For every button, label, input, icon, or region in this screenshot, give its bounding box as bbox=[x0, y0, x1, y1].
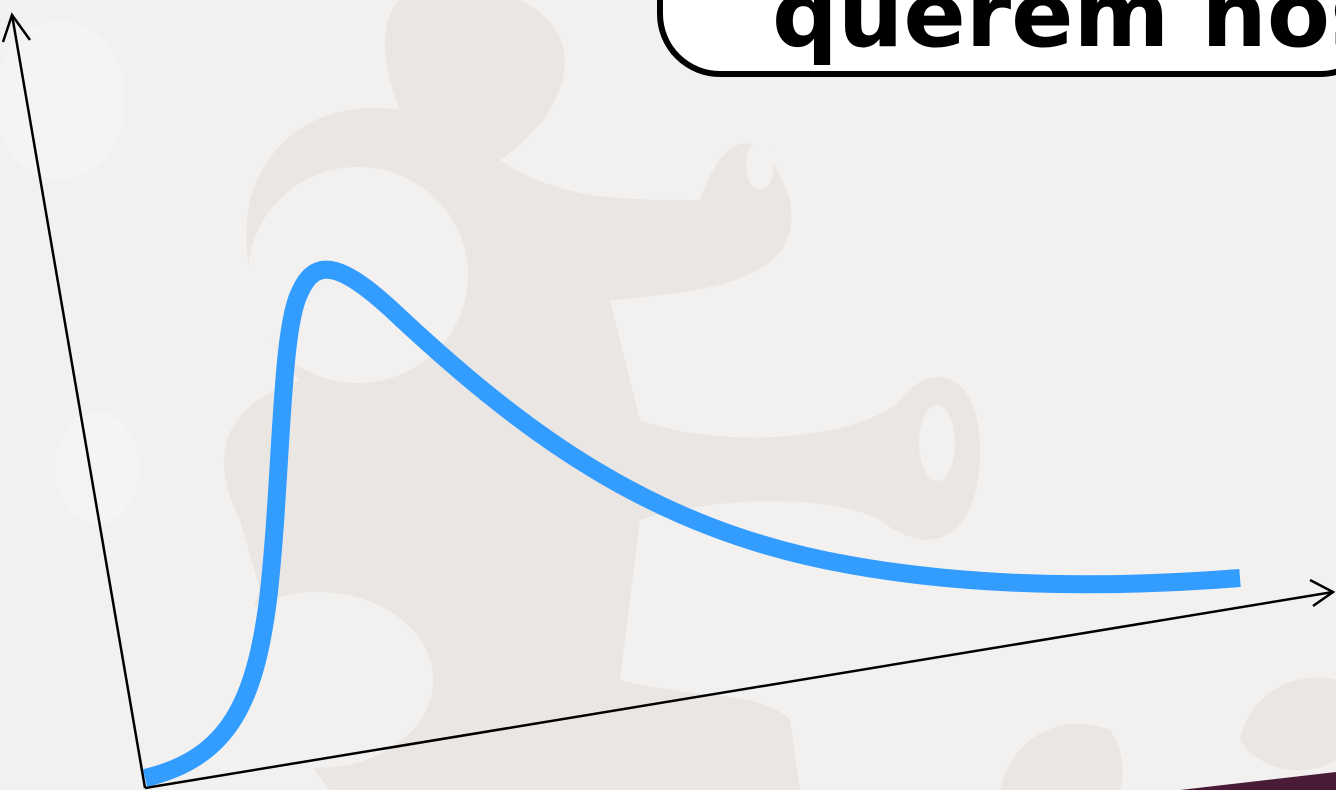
corner-strip bbox=[1180, 772, 1336, 790]
banner-text: querem nos bbox=[772, 0, 1336, 68]
horizontal-axis bbox=[144, 590, 1334, 790]
arrow-head bbox=[1309, 578, 1336, 608]
curve bbox=[142, 260, 1241, 787]
axes bbox=[1, 12, 1336, 790]
vertical-axis bbox=[10, 14, 147, 789]
banner bbox=[657, 0, 1336, 77]
arrow-head bbox=[1, 12, 32, 43]
